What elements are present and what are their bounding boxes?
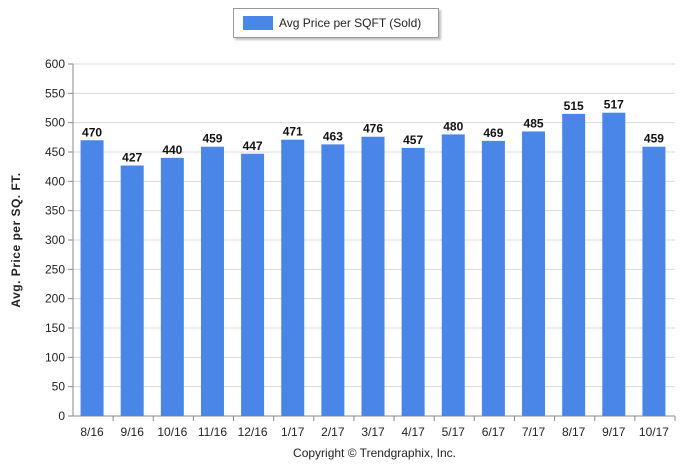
y-tick-label: 350 bbox=[45, 204, 65, 218]
y-tick-label: 400 bbox=[45, 174, 65, 188]
x-tick-label: 4/17 bbox=[401, 425, 425, 439]
bar bbox=[321, 144, 345, 416]
bar bbox=[481, 140, 505, 416]
data-label: 515 bbox=[564, 99, 584, 113]
bar bbox=[241, 153, 265, 416]
x-tick-label: 2/17 bbox=[321, 425, 345, 439]
data-label: 485 bbox=[524, 116, 544, 130]
x-tick-label: 10/17 bbox=[639, 425, 669, 439]
x-tick-label: 5/17 bbox=[442, 425, 466, 439]
data-label: 447 bbox=[243, 139, 263, 153]
bar bbox=[281, 139, 305, 416]
y-tick-label: 300 bbox=[45, 233, 65, 247]
y-tick-label: 250 bbox=[45, 262, 65, 276]
x-tick-label: 1/17 bbox=[281, 425, 305, 439]
data-label: 470 bbox=[82, 125, 102, 139]
x-tick-label: 10/16 bbox=[157, 425, 187, 439]
x-tick-label: 6/17 bbox=[482, 425, 506, 439]
y-tick-label: 500 bbox=[45, 116, 65, 130]
y-tick-label: 150 bbox=[45, 321, 65, 335]
y-tick-label: 200 bbox=[45, 292, 65, 306]
x-tick-label: 7/17 bbox=[522, 425, 546, 439]
x-tick-label: 8/17 bbox=[562, 425, 586, 439]
y-tick-label: 50 bbox=[52, 380, 66, 394]
bar bbox=[441, 134, 465, 416]
data-label: 459 bbox=[202, 132, 222, 146]
bar bbox=[562, 113, 586, 416]
data-label: 459 bbox=[644, 132, 664, 146]
bar bbox=[522, 131, 546, 416]
bar bbox=[200, 146, 224, 416]
y-tick-label: 450 bbox=[45, 145, 65, 159]
bar bbox=[160, 157, 184, 416]
data-label: 463 bbox=[323, 129, 343, 143]
data-label: 480 bbox=[443, 119, 463, 133]
data-label: 427 bbox=[122, 150, 142, 164]
data-label: 457 bbox=[403, 133, 423, 147]
x-tick-label: 11/16 bbox=[198, 425, 227, 439]
bar bbox=[361, 136, 385, 416]
x-tick-label: 3/17 bbox=[361, 425, 385, 439]
bar bbox=[602, 112, 626, 417]
y-axis-label: Avg. Price per SQ. FT. bbox=[9, 172, 23, 308]
legend-swatch bbox=[243, 16, 273, 30]
copyright-footer: Copyright © Trendgraphix, Inc. bbox=[293, 446, 456, 460]
data-label: 440 bbox=[162, 143, 182, 157]
y-tick-label: 600 bbox=[45, 57, 65, 71]
data-label: 469 bbox=[483, 126, 503, 140]
bar bbox=[642, 146, 666, 416]
bar bbox=[120, 165, 144, 416]
x-tick-label: 8/16 bbox=[80, 425, 104, 439]
x-tick-label: 9/16 bbox=[121, 425, 145, 439]
bar bbox=[80, 140, 104, 416]
bar bbox=[401, 147, 425, 417]
data-label: 476 bbox=[363, 122, 383, 136]
legend: Avg Price per SQFT (Sold) bbox=[233, 8, 439, 38]
legend-label: Avg Price per SQFT (Sold) bbox=[279, 16, 422, 30]
y-tick-label: 100 bbox=[45, 350, 65, 364]
x-tick-label: 9/17 bbox=[602, 425, 626, 439]
data-label: 517 bbox=[604, 98, 624, 112]
y-tick-label: 550 bbox=[45, 86, 65, 100]
data-label: 471 bbox=[283, 125, 303, 139]
x-tick-label: 12/16 bbox=[238, 425, 268, 439]
y-tick-label: 0 bbox=[58, 409, 65, 423]
